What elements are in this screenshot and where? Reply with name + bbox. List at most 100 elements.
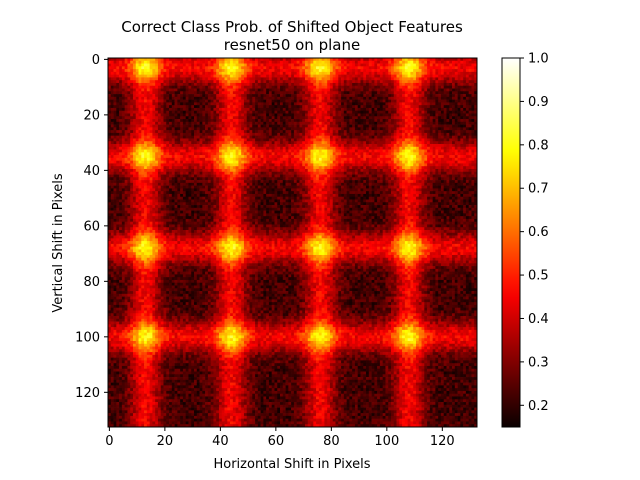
- heatmap-cell: [171, 102, 175, 106]
- heatmap-cell: [188, 69, 192, 73]
- heatmap-cell: [438, 66, 442, 70]
- heatmap-cell: [360, 138, 364, 142]
- heatmap-cell: [446, 116, 450, 120]
- heatmap-cell: [182, 71, 187, 75]
- heatmap-cell: [144, 66, 148, 70]
- heatmap-cell: [252, 135, 256, 139]
- heatmap-cell: [166, 127, 170, 131]
- heatmap-cell: [108, 113, 112, 117]
- heatmap-cell: [282, 124, 286, 128]
- heatmap-cell: [169, 82, 173, 87]
- heatmap-cell: [413, 58, 417, 62]
- heatmap-cell: [166, 96, 170, 100]
- heatmap-cell: [230, 127, 234, 131]
- heatmap-cell: [132, 66, 137, 70]
- heatmap-cell: [124, 132, 128, 137]
- heatmap-cell: [260, 152, 264, 156]
- heatmap-cell: [432, 85, 436, 89]
- heatmap-cell: [407, 105, 411, 109]
- heatmap-cell: [332, 63, 336, 67]
- heatmap-cell: [407, 99, 411, 103]
- heatmap-cell: [415, 91, 420, 95]
- heatmap-cell: [285, 146, 289, 150]
- heatmap-cell: [169, 88, 173, 92]
- heatmap-cell: [218, 66, 223, 70]
- heatmap-cell: [274, 113, 278, 117]
- heatmap-cell: [463, 58, 467, 62]
- heatmap-cell: [368, 105, 372, 109]
- heatmap-cell: [188, 160, 192, 164]
- heatmap-cell: [232, 130, 236, 134]
- heatmap-cell: [471, 94, 475, 98]
- heatmap-cell: [388, 121, 392, 125]
- heatmap-cell: [210, 141, 214, 145]
- heatmap-cell: [257, 88, 261, 92]
- heatmap-cell: [396, 135, 400, 139]
- heatmap-cell: [216, 144, 220, 148]
- heatmap-cell: [299, 113, 303, 117]
- heatmap-cell: [465, 80, 470, 84]
- heatmap-cell: [396, 105, 400, 109]
- heatmap-cell: [460, 135, 464, 139]
- heatmap-cell: [307, 69, 311, 73]
- heatmap-cell: [379, 94, 384, 98]
- heatmap-cell: [443, 77, 447, 81]
- heatmap-cell: [288, 91, 292, 95]
- heatmap-cell: [388, 63, 392, 67]
- heatmap-cell: [232, 113, 236, 117]
- heatmap-cell: [194, 160, 198, 164]
- heatmap-cell: [255, 157, 259, 161]
- heatmap-cell: [324, 105, 328, 109]
- heatmap-cell: [404, 82, 408, 87]
- heatmap-cell: [280, 127, 284, 131]
- heatmap-cell: [157, 160, 162, 164]
- heatmap-cell: [307, 110, 311, 114]
- heatmap-cell: [418, 91, 422, 95]
- heatmap-cell: [427, 155, 431, 159]
- heatmap-cell: [299, 138, 303, 142]
- heatmap-cell: [252, 149, 256, 153]
- heatmap-cell: [390, 121, 395, 125]
- heatmap-cell: [368, 66, 372, 70]
- heatmap-cell: [182, 160, 187, 164]
- heatmap-cell: [230, 146, 234, 150]
- heatmap-cell: [188, 130, 192, 134]
- heatmap-cell: [302, 157, 306, 161]
- heatmap-cell: [160, 116, 164, 120]
- heatmap-cell: [108, 71, 112, 75]
- heatmap-cell: [357, 94, 361, 98]
- heatmap-cell: [243, 113, 248, 117]
- heatmap-cell: [288, 105, 292, 109]
- heatmap-cell: [252, 110, 256, 114]
- heatmap-cell: [110, 141, 114, 145]
- heatmap-cell: [327, 91, 331, 95]
- heatmap-cell: [316, 146, 320, 150]
- heatmap-cell: [452, 88, 456, 92]
- heatmap-cell: [266, 116, 270, 120]
- heatmap-cell: [132, 74, 137, 78]
- heatmap-cell: [349, 74, 353, 78]
- heatmap-cell: [194, 102, 198, 106]
- heatmap-cell: [235, 141, 239, 145]
- heatmap-cell: [338, 63, 342, 67]
- heatmap-cell: [366, 121, 370, 125]
- heatmap-cell: [393, 138, 397, 142]
- heatmap-cell: [435, 85, 439, 89]
- heatmap-cell: [335, 146, 339, 150]
- heatmap-cell: [177, 152, 181, 156]
- heatmap-cell: [224, 77, 228, 81]
- heatmap-cell: [252, 69, 256, 73]
- heatmap-cell: [257, 146, 261, 150]
- heatmap-cell: [460, 138, 464, 142]
- heatmap-cell: [191, 91, 195, 95]
- heatmap-cell: [216, 141, 220, 145]
- heatmap-cell: [321, 91, 325, 95]
- heatmap-cell: [440, 96, 445, 100]
- heatmap-cell: [474, 96, 478, 100]
- heatmap-cell: [271, 130, 275, 134]
- heatmap-cell: [263, 58, 267, 62]
- heatmap-cell: [238, 99, 242, 103]
- heatmap-cell: [285, 63, 289, 67]
- heatmap-cell: [302, 80, 306, 84]
- heatmap-cell: [366, 77, 370, 81]
